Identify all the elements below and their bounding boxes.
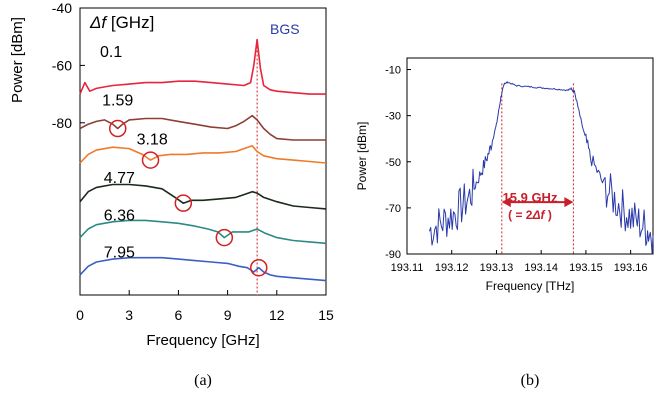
panel-a-y-tick-label: -80	[52, 115, 72, 131]
panel-a-x-axis-label: Frequency [GHz]	[146, 332, 259, 349]
panel-a-x-tick-label: 9	[224, 307, 232, 323]
series-label-1-59: 1.59	[102, 93, 133, 110]
panel-b-y-tick-label: -10	[385, 65, 401, 77]
panel-b-plot-frame	[406, 57, 654, 255]
panel-a-y-tick-label: -60	[52, 57, 72, 73]
bandwidth-arrow	[501, 197, 574, 208]
dip-marker-circle	[174, 194, 193, 212]
bandwidth-arrow-right-head	[564, 197, 574, 208]
panel-a-x-tick-label: 0	[76, 307, 84, 323]
equation-prefix: ( = 2	[508, 208, 533, 222]
dip-marker-circle	[250, 258, 268, 277]
panel-b-y-axis-label: Power [dBm]	[355, 122, 369, 191]
bgs-annotation: BGS	[270, 21, 300, 37]
series-label-7-95: 7.95	[104, 245, 135, 262]
panel-b-caption: (b)	[521, 372, 540, 389]
panel-a: -40 -60 -80 0 3 6 9 12 15 Power [dBm] Frequency…	[9, 0, 334, 349]
dip-marker-circle	[141, 151, 160, 169]
bandwidth-equation-label: ( = 2Δf )	[508, 208, 552, 222]
equation-suffix: )	[545, 208, 552, 222]
panel-b-y-tick-label: -70	[385, 203, 401, 215]
panel-b-x-axis-label: Frequency [THz]	[486, 279, 575, 293]
panel-b-x-tick-label: 193.15	[569, 262, 603, 274]
series-line-4-77	[79, 183, 327, 210]
panel-a-legend-title: Δf [GHz]	[89, 13, 154, 32]
panel-b-y-tick-label: -30	[385, 111, 401, 123]
spectrum-trace	[428, 81, 654, 255]
panel-a-dip-markers	[108, 119, 268, 277]
panel-a-caption: (a)	[194, 372, 212, 389]
delta-f-symbol: Δf	[89, 13, 108, 32]
series-label-4-77: 4.77	[104, 170, 135, 187]
panel-b-x-tick-label: 193.12	[435, 262, 469, 274]
panel-b-series	[428, 81, 654, 255]
panel-a-x-tick-label: 6	[175, 307, 183, 323]
series-line-0-1	[79, 38, 326, 95]
panel-a-series-labels: 0.1 1.59 3.18 4.77 6.36 7.95	[100, 44, 168, 262]
dip-marker-circle	[215, 228, 234, 247]
panel-b-x-tick-label: 193.13	[480, 262, 514, 274]
bandwidth-arrow-left-head	[501, 197, 511, 208]
series-line-7-95	[79, 256, 327, 282]
panel-a-y-axis-label: Power [dBm]	[9, 17, 26, 103]
panel-b-bandwidth-markers	[501, 83, 574, 254]
panel-a-x-tick-label: 15	[318, 307, 334, 323]
bandwidth-value-label: 15.9 GHz	[503, 190, 558, 205]
panel-a-x-tick-label: 3	[125, 307, 133, 323]
panel-b-y-tick-label: -90	[385, 249, 401, 261]
panel-a-x-ticks: 0 3 6 9 12 15	[76, 290, 334, 323]
panel-b: -10 -30 -50 -70 -90 193.11 193.12 193.13 193.14…	[355, 57, 654, 293]
delta-f-unit: [GHz]	[106, 13, 154, 32]
series-label-6-36: 6.36	[104, 207, 135, 224]
panel-b-x-tick-label: 193.11	[391, 262, 424, 274]
series-label-3-18: 3.18	[137, 131, 168, 148]
series-label-0-1: 0.1	[100, 44, 122, 61]
panel-b-x-tick-label: 193.14	[524, 262, 558, 274]
series-line-3-18	[79, 145, 327, 164]
equation-symbol: Δf	[531, 208, 545, 222]
dip-marker-circle	[108, 119, 127, 138]
panel-a-y-tick-label: -40	[52, 0, 72, 16]
panel-b-x-ticks: 193.11 193.12 193.13 193.14 193.15 193.16	[391, 250, 648, 274]
panel-b-y-tick-label: -50	[385, 157, 401, 169]
panel-b-y-ticks: -10 -30 -50 -70 -90	[385, 65, 411, 261]
panel-b-x-tick-label: 193.16	[614, 262, 648, 274]
panel-a-plot-frame	[79, 7, 327, 296]
panel-a-y-ticks: -40 -60 -80	[52, 0, 85, 131]
panel-a-x-tick-label: 12	[269, 307, 285, 323]
